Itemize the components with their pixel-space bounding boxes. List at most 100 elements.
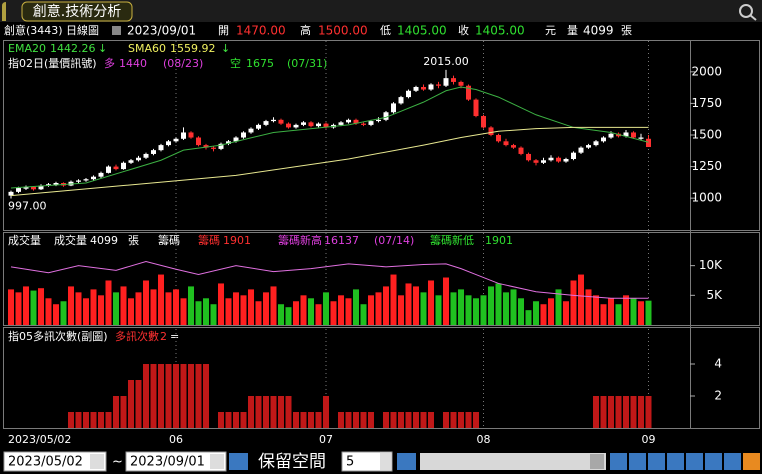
x-tick-label: 09 bbox=[642, 433, 656, 446]
long-date: (08/23) bbox=[163, 57, 203, 70]
vol-title: 成交量 bbox=[8, 233, 41, 247]
bar bbox=[188, 364, 194, 428]
bar bbox=[518, 298, 524, 325]
bar bbox=[555, 289, 562, 325]
high-label: 高 bbox=[300, 23, 311, 37]
chip-low-value: 1901 bbox=[485, 234, 513, 247]
bar bbox=[510, 289, 517, 325]
bar bbox=[638, 396, 644, 428]
bar bbox=[473, 298, 479, 325]
scrollbar[interactable] bbox=[420, 453, 606, 470]
bar bbox=[150, 364, 157, 428]
space-input[interactable] bbox=[341, 451, 393, 472]
bar bbox=[450, 412, 457, 428]
bar bbox=[68, 412, 74, 428]
candle-body bbox=[608, 133, 614, 138]
bar bbox=[120, 396, 127, 428]
bar bbox=[263, 396, 269, 428]
bar bbox=[645, 396, 652, 428]
volume-unit: 張 bbox=[621, 24, 632, 37]
bar bbox=[300, 412, 307, 428]
tool-button[interactable] bbox=[648, 453, 665, 470]
bar bbox=[563, 301, 569, 325]
bar bbox=[458, 289, 464, 325]
window-title: 創意.技術分析 bbox=[33, 3, 121, 20]
tool-button[interactable] bbox=[629, 453, 646, 470]
bar bbox=[158, 274, 164, 325]
bar bbox=[233, 412, 239, 428]
bar bbox=[383, 412, 389, 428]
short-date: (07/31) bbox=[287, 57, 327, 70]
candle-body bbox=[91, 176, 96, 180]
bar bbox=[375, 292, 382, 325]
bar bbox=[293, 301, 299, 325]
candle-body bbox=[263, 121, 269, 125]
bar bbox=[480, 295, 487, 325]
tool-button[interactable] bbox=[686, 453, 703, 470]
bar bbox=[630, 298, 637, 325]
candle-body bbox=[143, 153, 149, 158]
tool-button[interactable] bbox=[667, 453, 684, 470]
bar bbox=[83, 298, 89, 325]
period-dropdown[interactable] bbox=[112, 26, 121, 35]
legend-arrow: ↓ bbox=[221, 42, 230, 55]
tab[interactable] bbox=[21, 1, 133, 22]
to-date: 2023/09/01 bbox=[130, 455, 205, 470]
legend-ema: EMA20 bbox=[8, 42, 46, 55]
bar bbox=[218, 412, 224, 428]
y-tick-label: 10K bbox=[699, 258, 723, 272]
alert-button[interactable] bbox=[743, 453, 760, 470]
bar bbox=[248, 289, 254, 325]
tool-button[interactable] bbox=[705, 453, 722, 470]
bar bbox=[98, 412, 104, 428]
space-spinner[interactable] bbox=[380, 453, 391, 470]
from-dropdown[interactable] bbox=[90, 454, 104, 469]
candle-body bbox=[83, 179, 89, 181]
bar bbox=[390, 274, 397, 325]
bar bbox=[473, 412, 479, 428]
candle-body bbox=[466, 85, 471, 100]
to-dropdown[interactable] bbox=[210, 454, 224, 469]
plot: 2023/05/02 06 07 08 09 1000 1250 1500 1750 2000 20… bbox=[8, 41, 723, 446]
bar bbox=[360, 304, 367, 325]
candle-body bbox=[473, 99, 479, 117]
bar bbox=[600, 304, 607, 325]
scroll-thumb[interactable] bbox=[590, 454, 604, 469]
from-input[interactable] bbox=[3, 451, 107, 472]
tool-button[interactable] bbox=[724, 453, 741, 470]
y-tick-label: 2000 bbox=[691, 64, 722, 78]
candle-body bbox=[593, 141, 599, 146]
candle-body bbox=[226, 141, 231, 144]
bar bbox=[458, 412, 464, 428]
candle-body bbox=[526, 153, 531, 161]
bar bbox=[540, 304, 547, 325]
chip-high-date: (07/14) bbox=[374, 234, 414, 247]
bar bbox=[420, 292, 427, 325]
tool-button[interactable] bbox=[610, 453, 627, 470]
zoom-icon[interactable] bbox=[739, 4, 753, 18]
price-panel bbox=[3, 40, 760, 231]
x-tick-label: 2023/05/02 bbox=[8, 433, 71, 446]
apply-button[interactable] bbox=[229, 453, 248, 470]
bar bbox=[368, 412, 374, 428]
y-tick-label: 1750 bbox=[691, 96, 722, 110]
bar bbox=[353, 412, 359, 428]
y-tick-label: 1250 bbox=[691, 159, 722, 173]
quote-date: 2023/09/01 bbox=[127, 24, 196, 38]
candle-body bbox=[496, 134, 501, 142]
candle-body bbox=[38, 185, 44, 190]
candle-body bbox=[136, 157, 141, 161]
bar bbox=[323, 292, 329, 325]
candle-body bbox=[451, 78, 456, 82]
bar bbox=[615, 396, 622, 428]
bar bbox=[623, 396, 629, 428]
candle-body bbox=[158, 145, 164, 151]
bar bbox=[120, 286, 127, 325]
date-sep: ~ bbox=[112, 455, 123, 470]
low-label: 低 bbox=[380, 24, 391, 37]
space-button[interactable] bbox=[397, 453, 416, 470]
short-value: 1675 bbox=[246, 57, 274, 70]
bar bbox=[165, 364, 172, 428]
bar bbox=[495, 283, 502, 325]
to-input[interactable] bbox=[125, 451, 227, 472]
